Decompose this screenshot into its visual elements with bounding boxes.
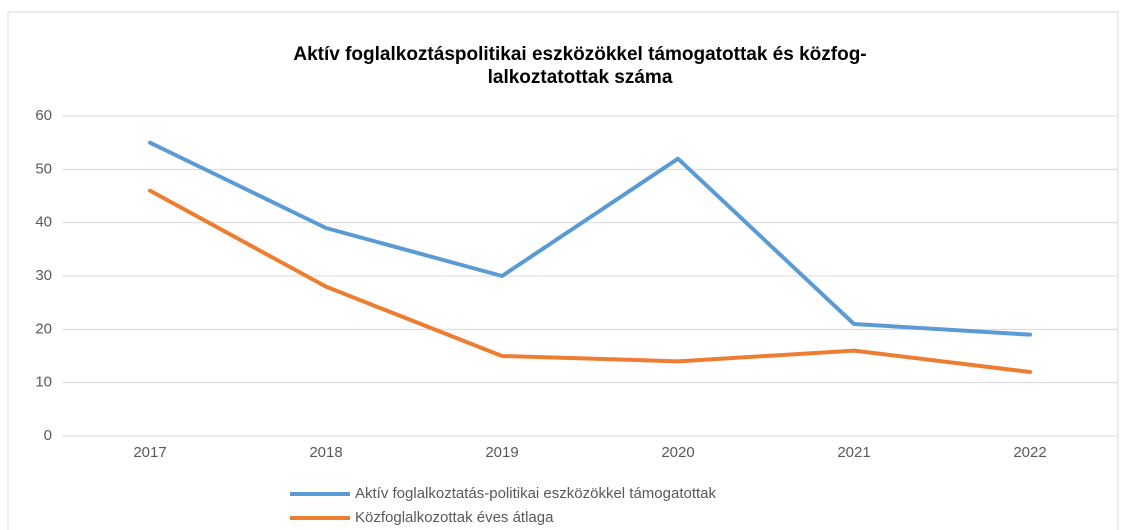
x-tick-label: 2017 — [133, 444, 166, 461]
legend-label: Közfoglalkozottak éves átlaga — [355, 509, 554, 526]
x-tick-label: 2021 — [837, 444, 870, 461]
y-tick-label: 20 — [35, 320, 52, 337]
x-tick-label: 2018 — [309, 444, 342, 461]
series-line — [148, 140, 1032, 337]
y-tick-label: 0 — [44, 427, 52, 444]
y-tick-label: 30 — [35, 267, 52, 284]
chart-border — [7, 11, 1119, 530]
y-tick-label: 60 — [35, 107, 52, 124]
series-line — [148, 188, 1032, 374]
legend-label: Aktív foglalkoztatás-politikai eszközökk… — [355, 485, 717, 502]
chart-title: Aktív foglalkoztáspolitikai eszközökkel … — [293, 44, 866, 65]
y-tick-label: 40 — [35, 214, 52, 231]
y-tick-label: 50 — [35, 160, 52, 177]
x-tick-label: 2022 — [1013, 444, 1046, 461]
y-tick-label: 10 — [35, 374, 52, 391]
x-tick-label: 2019 — [485, 444, 518, 461]
x-tick-label: 2020 — [661, 444, 694, 461]
chart-title: lalkoztatottak száma — [488, 67, 673, 88]
